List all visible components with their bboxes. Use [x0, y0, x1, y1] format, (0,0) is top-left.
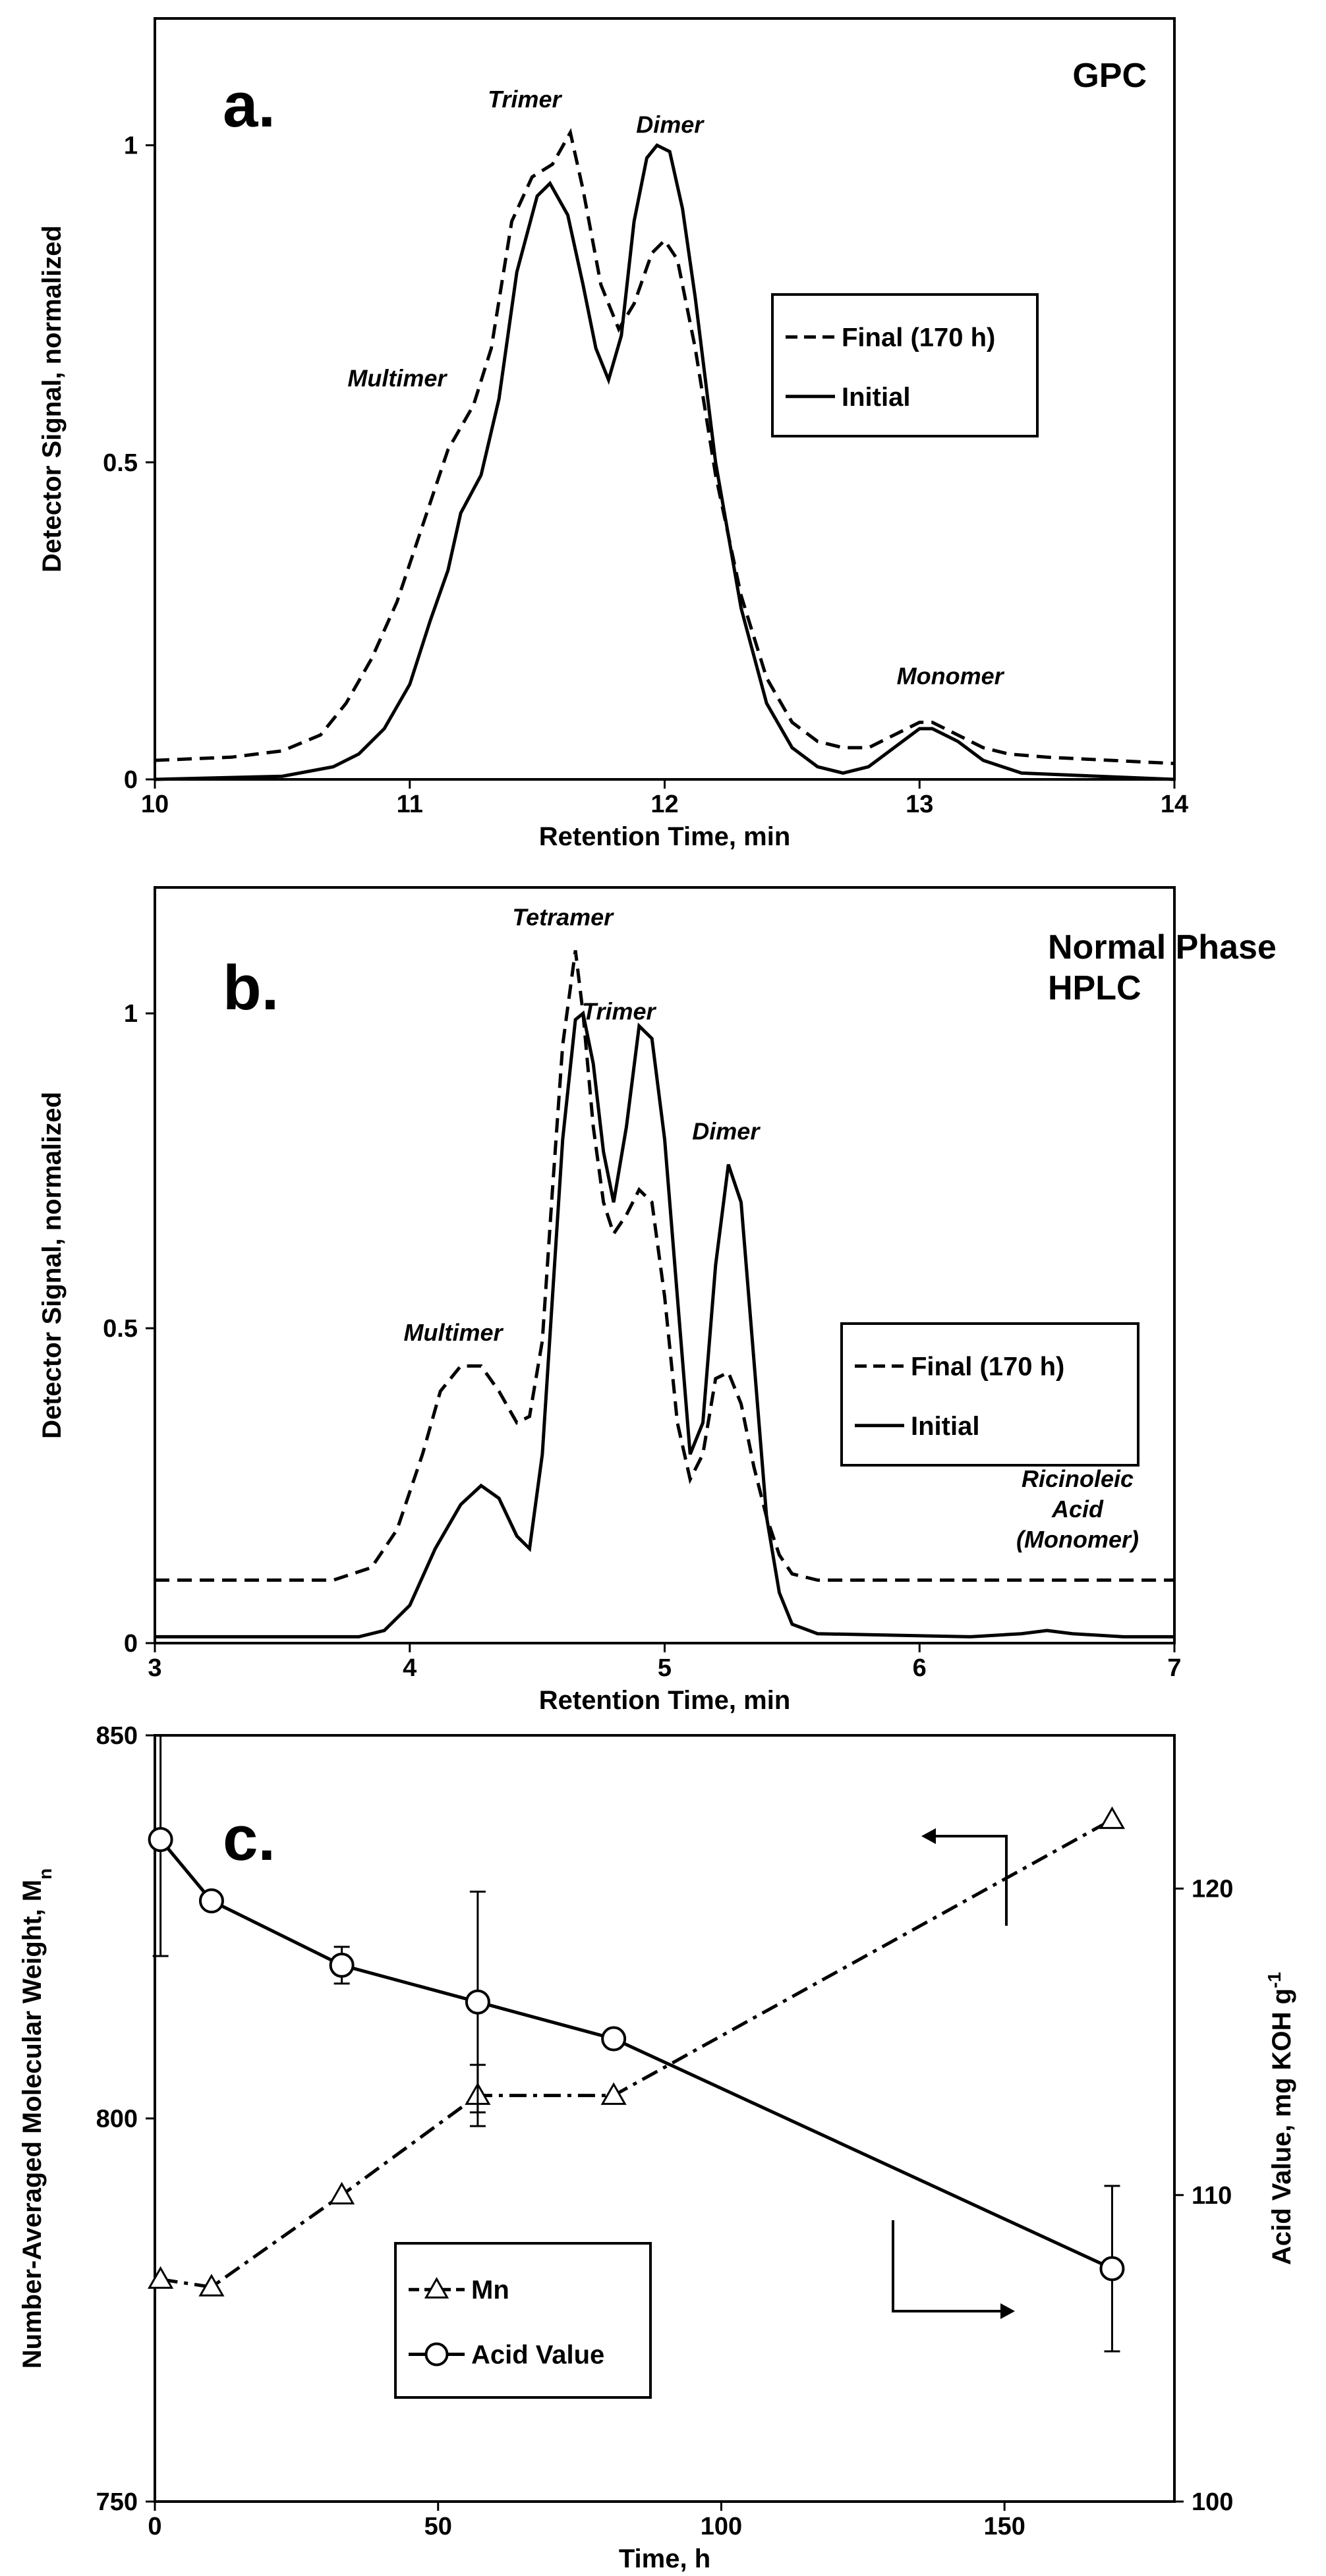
legend-label: Final (170 h): [911, 1353, 1064, 1382]
legend-box: [771, 293, 1039, 437]
left-axis-arrow: [936, 1835, 1008, 1926]
acid-value-point: [465, 1989, 490, 2015]
x-tick-label: 150: [983, 2513, 1025, 2540]
monomer-annotation: Acid: [1051, 1496, 1104, 1523]
mn-point: [600, 2082, 627, 2105]
series-line: [154, 143, 1175, 781]
left-axis-arrow-head: [921, 1828, 936, 1844]
series-line: [154, 128, 1175, 766]
x-tick-label: 14: [1161, 791, 1188, 818]
mn-point: [148, 2266, 174, 2289]
legend-label: Mn: [471, 2276, 509, 2305]
legend-label: Initial: [842, 383, 910, 412]
x-tick-label: 5: [658, 1654, 672, 1682]
x-tick-label: 3: [148, 1654, 161, 1682]
x-tick-label: 10: [141, 791, 169, 818]
panel-c-time-course-chart: 0 50 100 150 750 800 850 100 110 120 Time, h Number…: [18, 1722, 1296, 2573]
legend-label: Initial: [911, 1412, 979, 1441]
y-right-tick-label: 110: [1192, 2182, 1232, 2210]
legend-marker: [424, 2277, 449, 2299]
peak-annotation: Multimer: [403, 1319, 504, 1346]
panel-title: Normal Phase: [1048, 928, 1277, 966]
right-axis-arrow: [892, 2220, 1000, 2312]
acid-value-point: [601, 2026, 627, 2052]
y-right-tick-label: 100: [1192, 2488, 1233, 2516]
y-axis-label: Detector Signal, normalized: [38, 225, 67, 573]
acid-value-point: [1099, 2256, 1125, 2282]
y-tick-label: 1: [124, 132, 138, 160]
panel-letter: a.: [223, 70, 275, 140]
peak-annotation: Trimer: [488, 86, 562, 113]
legend-box: [840, 1322, 1139, 1467]
monomer-annotation: (Monomer): [1016, 1526, 1139, 1553]
x-tick-label: 7: [1167, 1654, 1181, 1682]
x-tick-label: 6: [913, 1654, 927, 1682]
y-tick-label: 1: [124, 1000, 138, 1028]
y-axis-label: Number-Averaged Molecular Weight, Mn: [18, 1868, 55, 2368]
legend: Mn Acid Value: [394, 2242, 652, 2399]
series-line: [160, 1818, 1113, 2289]
legend: Final (170 h) Initial: [771, 293, 1039, 437]
x-tick-label: 11: [397, 791, 423, 818]
y-axis-label: Detector Signal, normalized: [38, 1092, 67, 1439]
y-tick-label: 0.5: [103, 449, 138, 477]
acid-value-point: [329, 1952, 355, 1978]
acid-value-point: [198, 1888, 224, 1914]
monomer-annotation: Ricinoleic: [1022, 1465, 1134, 1492]
legend-marker: [424, 2342, 449, 2366]
series-line: [155, 950, 1174, 1582]
mn-point: [198, 2274, 225, 2297]
peak-annotation: Dimer: [636, 111, 705, 138]
peak-annotation: Tetramer: [512, 903, 614, 930]
series-line: [159, 1838, 1113, 2270]
panel-letter: c.: [223, 1803, 275, 1874]
x-axis-label: Retention Time, min: [539, 822, 791, 851]
x-tick-label: 0: [148, 2513, 161, 2540]
y-tick-label: 750: [96, 2488, 138, 2516]
x-tick-label: 100: [701, 2513, 742, 2540]
legend: Final (170 h) Initial: [840, 1322, 1139, 1467]
peak-annotation: Multimer: [347, 364, 447, 391]
panel-a-gpc-chart: 10 11 12 13 14 0 0.5 1 Retention Time, min Detect…: [38, 17, 1188, 851]
y-tick-label: 0.5: [103, 1315, 138, 1343]
legend-label: Final (170 h): [842, 323, 995, 352]
acid-value-point: [148, 1827, 173, 1853]
y-right-axis-label: Acid Value, mg KOH g-1: [1264, 1972, 1297, 2265]
mn-point: [1099, 1806, 1126, 1830]
y-tick-label: 850: [96, 1722, 138, 1750]
y-tick-label: 800: [96, 2106, 138, 2133]
y-tick-label: 0: [124, 1630, 138, 1658]
mn-point: [329, 2181, 355, 2205]
peak-annotation: Monomer: [897, 663, 1005, 690]
panel-title: HPLC: [1048, 969, 1141, 1007]
x-axis-label: Retention Time, min: [539, 1686, 791, 1715]
panel-title: GPC: [1072, 57, 1147, 95]
legend-box: [394, 2242, 652, 2399]
peak-annotation: Trimer: [582, 998, 656, 1025]
y-right-tick-label: 120: [1192, 1876, 1233, 1903]
panel-letter: b.: [223, 953, 279, 1023]
series-line: [155, 1010, 1174, 1638]
panel-b-hplc-chart: 3 4 5 6 7 0 0.5 1 Retention Time, min Detector Si…: [38, 886, 1277, 1715]
x-tick-label: 50: [424, 2513, 452, 2540]
x-tick-label: 12: [650, 791, 678, 818]
right-axis-arrow-head: [1000, 2303, 1015, 2319]
peak-annotation: Dimer: [692, 1117, 761, 1144]
y-tick-label: 0: [124, 766, 138, 794]
x-axis-label: Time, h: [619, 2544, 710, 2573]
plot-frame: [154, 1734, 1176, 2503]
x-tick-label: 13: [906, 791, 933, 818]
legend-label: Acid Value: [471, 2340, 604, 2369]
x-tick-label: 4: [403, 1654, 417, 1682]
